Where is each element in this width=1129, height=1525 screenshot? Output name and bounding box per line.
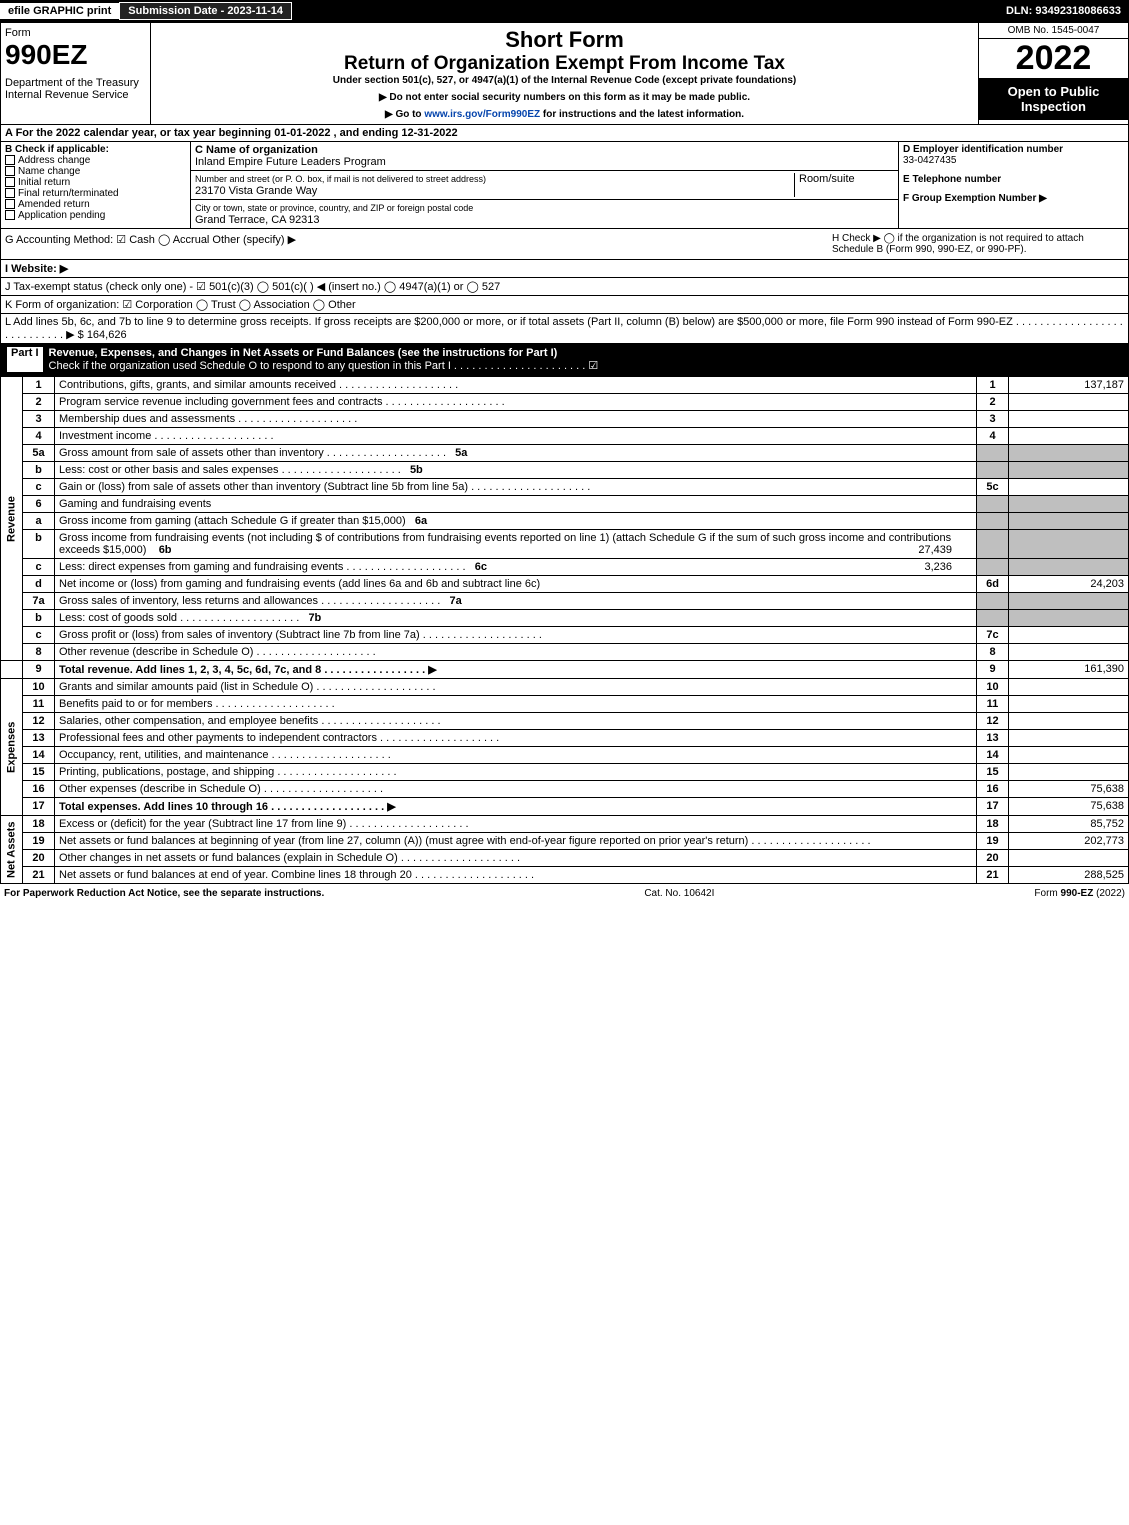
title-return: Return of Organization Exempt From Incom… [155, 53, 974, 75]
amt-1: 137,187 [1009, 377, 1129, 394]
side-expenses: Expenses [1, 679, 23, 816]
lines-table: Revenue 1Contributions, gifts, grants, a… [0, 376, 1129, 884]
line-5a: Gross amount from sale of assets other t… [55, 445, 977, 462]
f-label: F Group Exemption Number ▶ [903, 193, 1047, 204]
foot-right: Form 990-EZ (2022) [1034, 888, 1125, 899]
section-bcd: B Check if applicable: Address change Na… [0, 142, 1129, 229]
part-i-header: Part I Revenue, Expenses, and Changes in… [0, 344, 1129, 376]
line-1: Contributions, gifts, grants, and simila… [55, 377, 977, 394]
part-i-title: Revenue, Expenses, and Changes in Net As… [49, 347, 558, 359]
line-5c: Gain or (loss) from sale of assets other… [55, 479, 977, 496]
chk-final[interactable]: Final return/terminated [5, 188, 186, 199]
line-15: Printing, publications, postage, and shi… [55, 764, 977, 781]
tax-year: 2022 [979, 39, 1128, 78]
amt-6d: 24,203 [1009, 576, 1129, 593]
street: 23170 Vista Grande Way [195, 185, 317, 197]
amt-21: 288,525 [1009, 867, 1129, 884]
line-5b: Less: cost or other basis and sales expe… [55, 462, 977, 479]
amt-17: 75,638 [1009, 798, 1129, 816]
val-6b: 27,439 [918, 544, 952, 556]
subtitle: Under section 501(c), 527, or 4947(a)(1)… [155, 75, 974, 86]
j-tax-exempt: J Tax-exempt status (check only one) - ☑… [0, 278, 1129, 296]
form-number: 990EZ [5, 39, 146, 71]
amt-18: 85,752 [1009, 816, 1129, 833]
l-gross-receipts: L Add lines 5b, 6c, and 7b to line 9 to … [0, 314, 1129, 344]
c-label: C Name of organization [195, 144, 318, 156]
chk-initial[interactable]: Initial return [5, 177, 186, 188]
line-6b: Gross income from fundraising events (no… [55, 530, 977, 559]
side-revenue: Revenue [1, 377, 23, 661]
room-label: Room/suite [794, 173, 894, 197]
efile-label[interactable]: efile GRAPHIC print [0, 3, 119, 19]
side-netassets: Net Assets [1, 816, 23, 884]
chk-name[interactable]: Name change [5, 166, 186, 177]
street-label: Number and street (or P. O. box, if mail… [195, 174, 486, 184]
line-20: Other changes in net assets or fund bala… [55, 850, 977, 867]
chk-address[interactable]: Address change [5, 155, 186, 166]
instr-link: ▶ Go to www.irs.gov/Form990EZ for instru… [155, 109, 974, 120]
foot-left: For Paperwork Reduction Act Notice, see … [4, 888, 324, 899]
line-11: Benefits paid to or for members [55, 696, 977, 713]
k-org-form: K Form of organization: ☑ Corporation ◯ … [0, 296, 1129, 314]
footer: For Paperwork Reduction Act Notice, see … [0, 884, 1129, 903]
line-2: Program service revenue including govern… [55, 394, 977, 411]
line-4: Investment income [55, 428, 977, 445]
line-3: Membership dues and assessments [55, 411, 977, 428]
line-18: Excess or (deficit) for the year (Subtra… [55, 816, 977, 833]
section-a: A For the 2022 calendar year, or tax yea… [0, 125, 1129, 142]
irs-link[interactable]: www.irs.gov/Form990EZ [424, 109, 540, 120]
val-6c: 3,236 [924, 561, 952, 573]
form-header: Form 990EZ Department of the Treasury In… [0, 22, 1129, 125]
i-website: I Website: ▶ [0, 260, 1129, 278]
d-label: D Employer identification number [903, 144, 1063, 155]
open-inspection: Open to Public Inspection [979, 78, 1128, 120]
irs: Internal Revenue Service [5, 89, 146, 101]
form-label: Form [5, 27, 146, 39]
line-6: Gaming and fundraising events [55, 496, 977, 513]
line-9: Total revenue. Add lines 1, 2, 3, 4, 5c,… [55, 661, 977, 679]
b-label: B Check if applicable: [5, 144, 109, 155]
line-7a: Gross sales of inventory, less returns a… [55, 593, 977, 610]
omb: OMB No. 1545-0047 [979, 23, 1128, 39]
line-14: Occupancy, rent, utilities, and maintena… [55, 747, 977, 764]
city-label: City or town, state or province, country… [195, 203, 473, 213]
dln: DLN: 93492318086633 [998, 3, 1129, 19]
line-6c: Less: direct expenses from gaming and fu… [55, 559, 977, 576]
instr-ssn: ▶ Do not enter social security numbers o… [155, 92, 974, 103]
line-12: Salaries, other compensation, and employ… [55, 713, 977, 730]
submission-date: Submission Date - 2023-11-14 [119, 2, 292, 20]
line-10: Grants and similar amounts paid (list in… [55, 679, 977, 696]
line-6a: Gross income from gaming (attach Schedul… [55, 513, 977, 530]
line-21: Net assets or fund balances at end of ye… [55, 867, 977, 884]
section-gh: G Accounting Method: ☑ Cash ◯ Accrual Ot… [0, 229, 1129, 260]
line-17: Total expenses. Add lines 10 through 16 … [55, 798, 977, 816]
org-name: Inland Empire Future Leaders Program [195, 156, 386, 168]
chk-amended[interactable]: Amended return [5, 199, 186, 210]
foot-cat: Cat. No. 10642I [644, 888, 714, 899]
chk-pending[interactable]: Application pending [5, 210, 186, 221]
h-schedule-b: H Check ▶ ◯ if the organization is not r… [828, 229, 1128, 259]
part-i-check: Check if the organization used Schedule … [49, 360, 599, 372]
amt-19: 202,773 [1009, 833, 1129, 850]
line-13: Professional fees and other payments to … [55, 730, 977, 747]
section-c: C Name of organization Inland Empire Fut… [191, 142, 898, 228]
line-7b: Less: cost of goods sold 7b [55, 610, 977, 627]
e-label: E Telephone number [903, 174, 1001, 185]
line-8: Other revenue (describe in Schedule O) [55, 644, 977, 661]
ein: 33-0427435 [903, 155, 956, 166]
g-accounting: G Accounting Method: ☑ Cash ◯ Accrual Ot… [1, 229, 828, 259]
city: Grand Terrace, CA 92313 [195, 214, 320, 226]
top-bar: efile GRAPHIC print Submission Date - 20… [0, 0, 1129, 22]
line-7c: Gross profit or (loss) from sales of inv… [55, 627, 977, 644]
amt-16: 75,638 [1009, 781, 1129, 798]
line-19: Net assets or fund balances at beginning… [55, 833, 977, 850]
title-short-form: Short Form [155, 27, 974, 53]
section-def: D Employer identification number 33-0427… [898, 142, 1128, 228]
section-b: B Check if applicable: Address change Na… [1, 142, 191, 228]
line-6d: Net income or (loss) from gaming and fun… [55, 576, 977, 593]
amt-9: 161,390 [1009, 661, 1129, 679]
part-i-label: Part I [7, 347, 43, 372]
dept: Department of the Treasury [5, 77, 146, 89]
line-16: Other expenses (describe in Schedule O) [55, 781, 977, 798]
